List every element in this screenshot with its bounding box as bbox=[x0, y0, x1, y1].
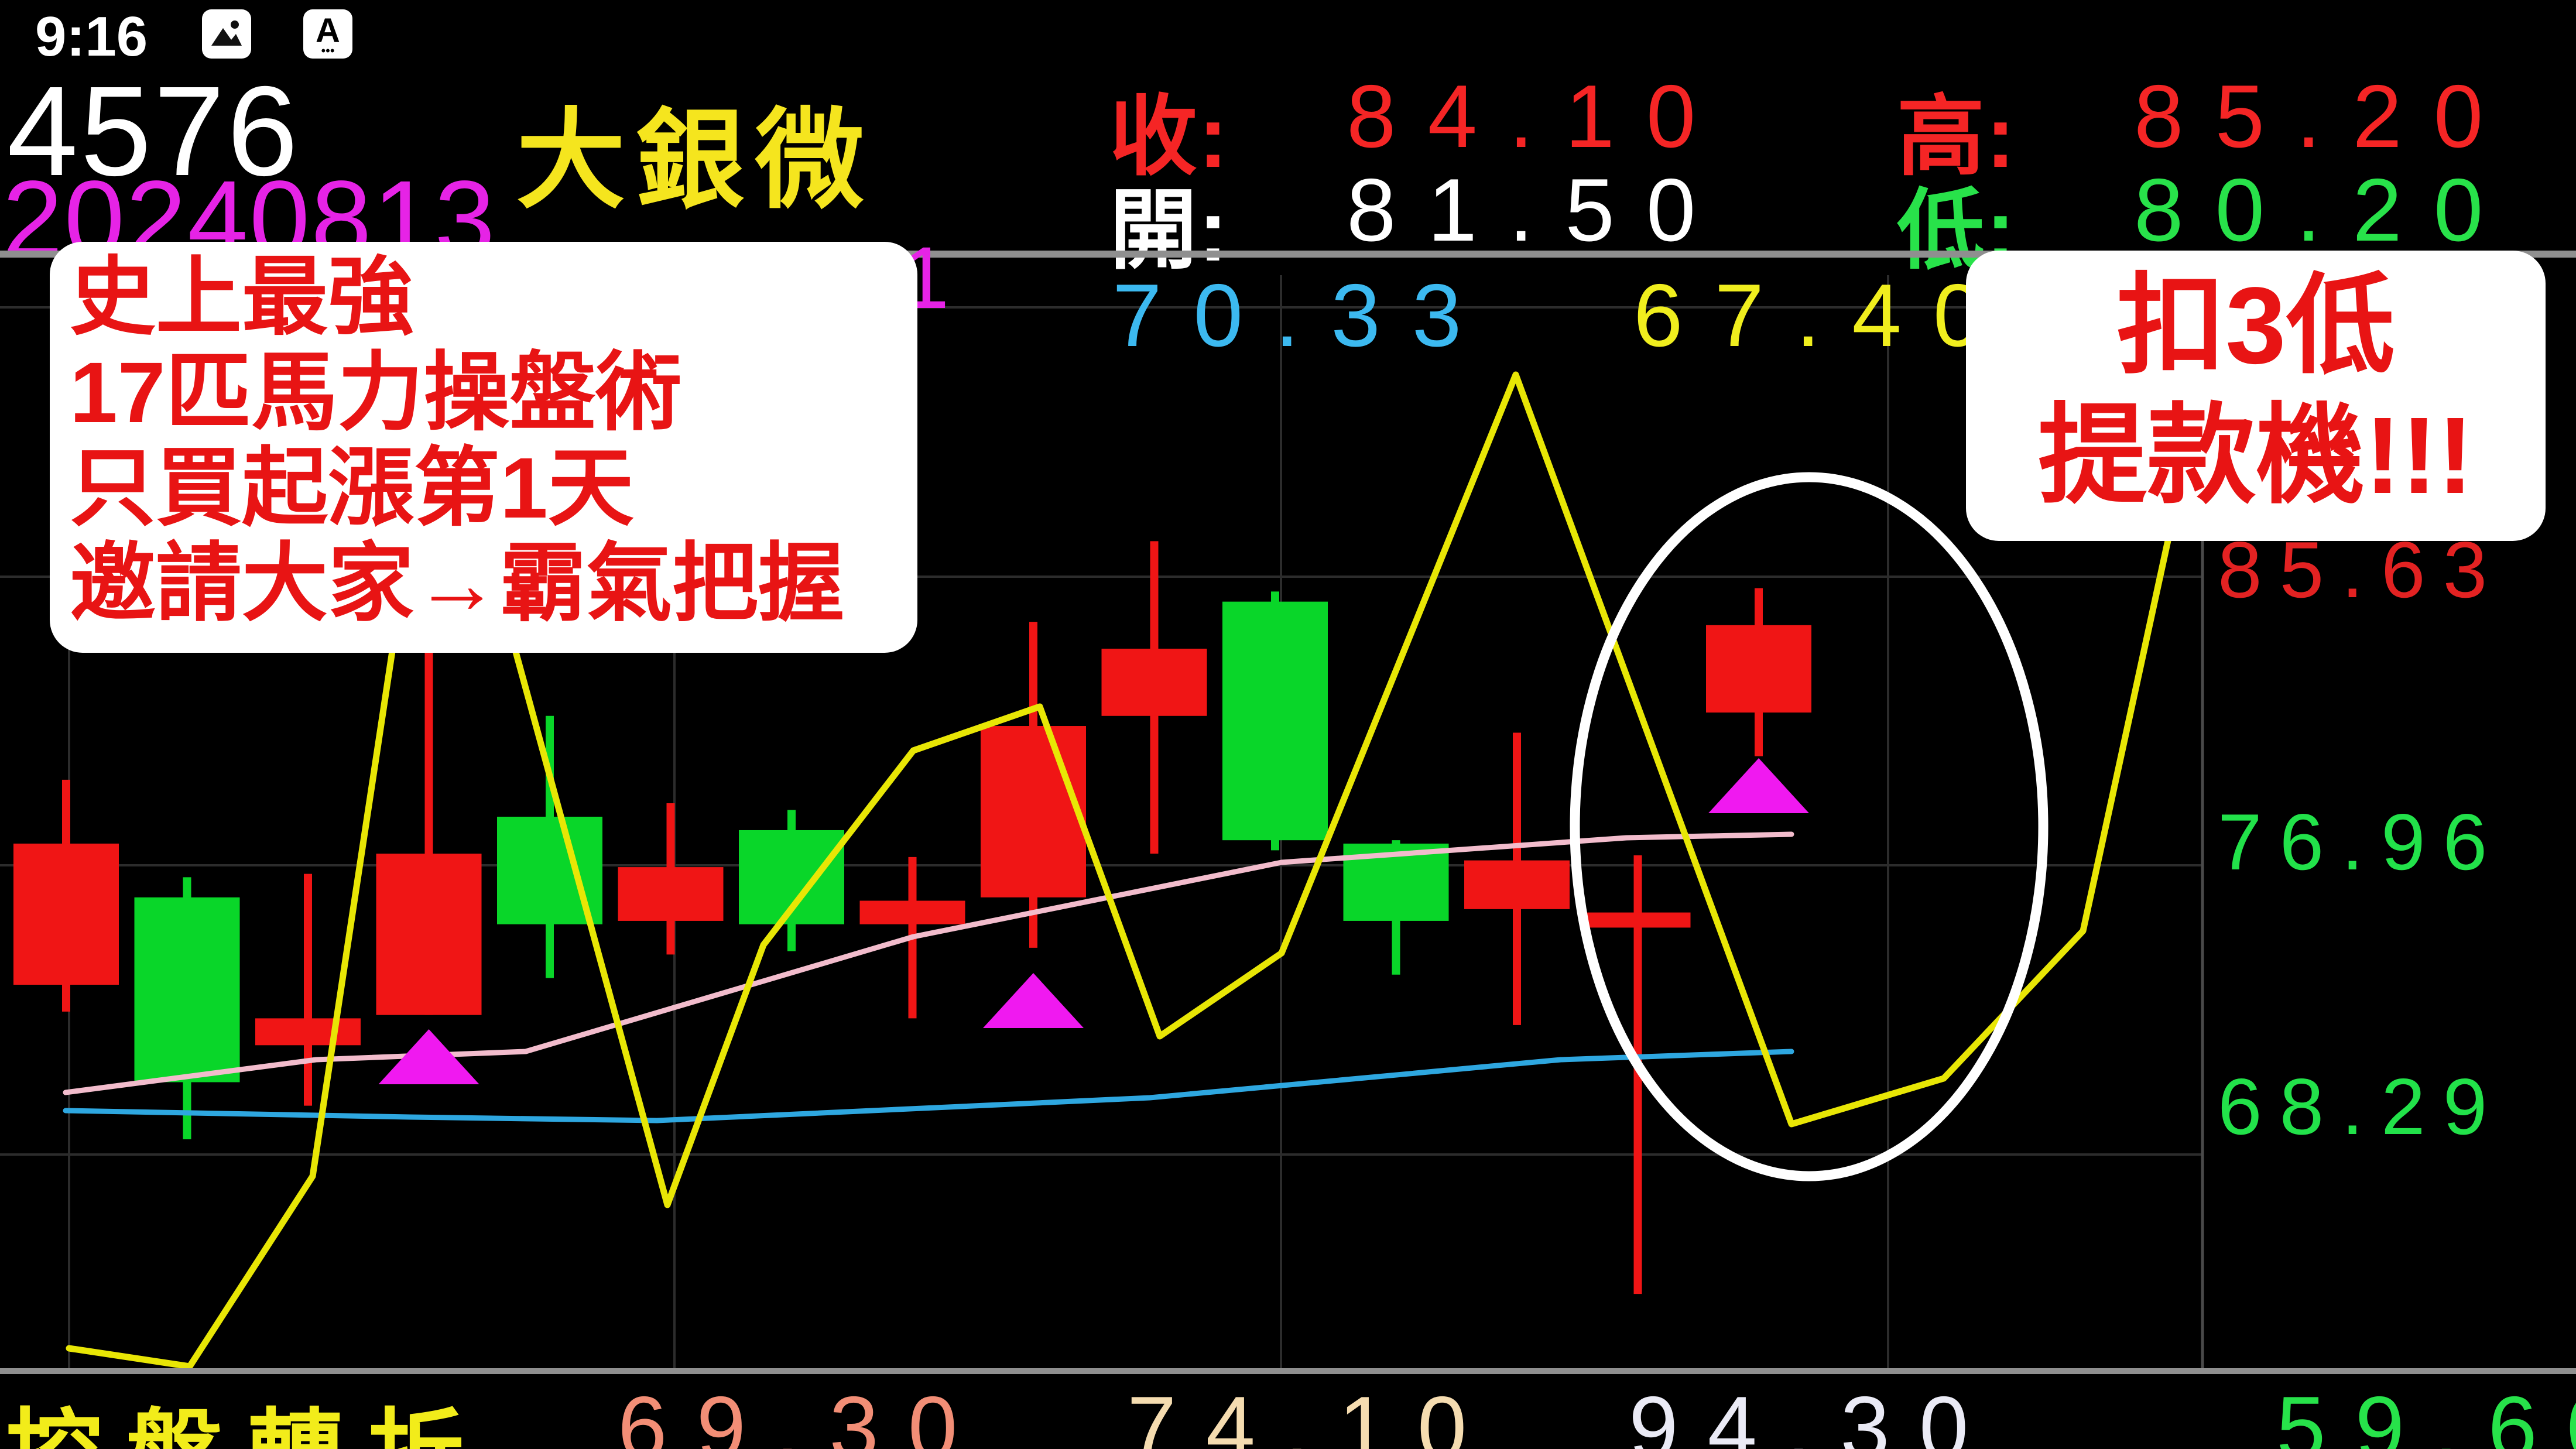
turning-level-2: 74.10 bbox=[1127, 1378, 1496, 1449]
buy-signal-triangle bbox=[378, 1029, 479, 1084]
promo-line-3: 只買起漲第1天 bbox=[70, 440, 634, 536]
a-app-icon: A ••• bbox=[303, 9, 352, 59]
blue-ma-line bbox=[63, 1049, 1794, 1123]
open-label: 開: bbox=[1109, 181, 1229, 279]
yellow-control-line bbox=[66, 292, 2225, 1370]
promo-right-line-2: 提款機!!! bbox=[2038, 395, 2474, 516]
candle-body bbox=[13, 843, 119, 985]
y-axis-label-3: 68.29 bbox=[2218, 1062, 2505, 1151]
candle-body bbox=[1222, 601, 1328, 841]
turning-levels-label: 控盤轉折 bbox=[6, 1377, 488, 1449]
candle-body bbox=[1706, 625, 1811, 713]
high-value: 85.20 bbox=[2134, 67, 2515, 166]
open-value: 81.50 bbox=[1347, 160, 1728, 260]
close-label: 收: bbox=[1109, 87, 1229, 186]
candle-body bbox=[981, 726, 1086, 898]
y-axis-label-4: 59.60 bbox=[2276, 1378, 2576, 1449]
promo-callout-left: 史上最強 17匹馬力操盤術 只買起漲第1天 邀請大家→霸氣把握 bbox=[50, 242, 917, 653]
candle-body bbox=[1585, 912, 1691, 928]
candle-body bbox=[1101, 649, 1207, 716]
footer-divider bbox=[0, 1368, 2576, 1374]
status-bar-time: 9:16 bbox=[35, 5, 148, 68]
candle-body bbox=[859, 900, 965, 924]
ma-yellow-value: 67.40 bbox=[1633, 266, 2015, 365]
buy-signal-triangle bbox=[983, 973, 1084, 1028]
pink-ma-line bbox=[63, 831, 1794, 1095]
a-app-icon-glyph: A bbox=[316, 12, 340, 50]
promo-line-2: 17匹馬力操盤術 bbox=[70, 345, 682, 441]
turning-level-1: 69.30 bbox=[618, 1378, 987, 1449]
candle-body bbox=[376, 854, 482, 1015]
stock-symbol: 4576 bbox=[7, 60, 300, 203]
candle-body bbox=[134, 897, 240, 1083]
turning-level-3: 94.30 bbox=[1629, 1378, 1998, 1449]
promo-right-line-1: 扣3低 bbox=[2116, 265, 2395, 386]
high-label: 高: bbox=[1897, 87, 2016, 186]
promo-line-4: 邀請大家→霸氣把握 bbox=[70, 536, 845, 632]
candle-body bbox=[255, 1018, 361, 1046]
candle-body bbox=[618, 867, 724, 921]
close-value: 84.10 bbox=[1347, 67, 1728, 166]
ma-blue-value: 70.33 bbox=[1112, 266, 1493, 365]
y-axis-label-2: 76.96 bbox=[2218, 797, 2505, 886]
promo-callout-right: 扣3低 提款機!!! bbox=[1966, 251, 2546, 541]
stock-name: 大銀微 bbox=[516, 100, 875, 221]
highlight-ellipse bbox=[1570, 472, 2049, 1181]
gallery-icon bbox=[202, 9, 251, 59]
promo-line-1: 史上最強 bbox=[70, 249, 415, 345]
candle-body bbox=[1464, 860, 1570, 909]
low-value: 80.20 bbox=[2134, 160, 2515, 260]
buy-signal-triangle bbox=[1708, 758, 1809, 813]
